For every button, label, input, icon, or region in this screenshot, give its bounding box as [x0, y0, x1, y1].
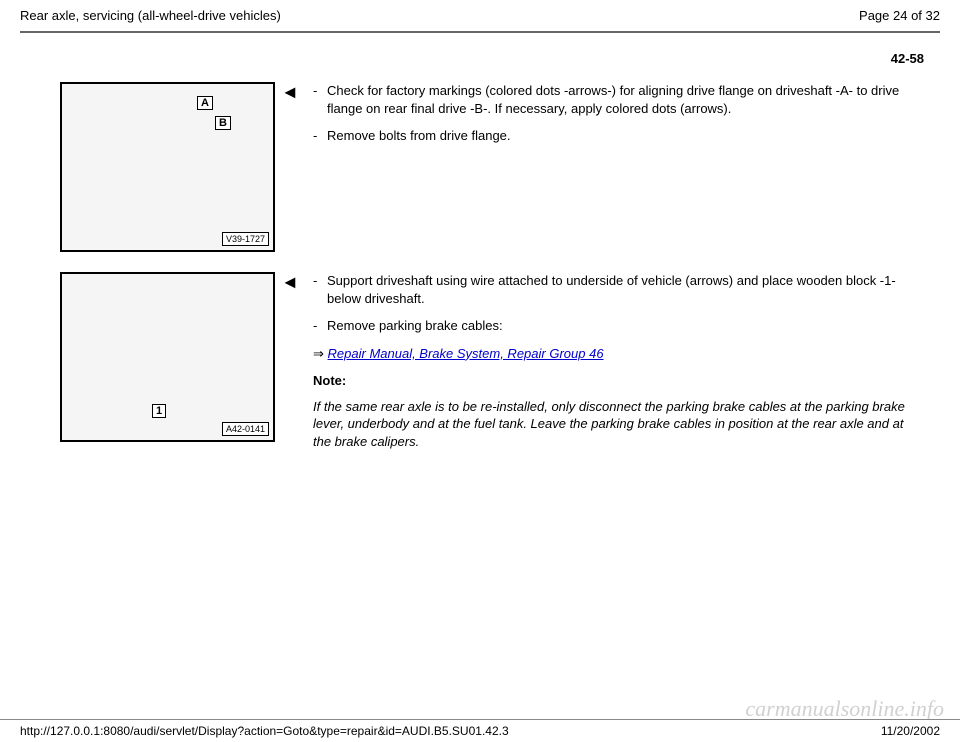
reference-arrow-icon: ⇒: [313, 346, 324, 361]
reference-link[interactable]: Repair Manual, Brake System, Repair Grou…: [328, 346, 604, 361]
note-body: If the same rear axle is to be re-instal…: [313, 398, 924, 451]
figure-2-text: - Support driveshaft using wire attached…: [309, 272, 924, 450]
bullet-dash: -: [313, 272, 327, 307]
bullet-text: Remove parking brake cables:: [327, 317, 924, 335]
figure-row-1: A B V39-1727 ◄ - Check for factory marki…: [60, 82, 924, 252]
figure-1-image: A B V39-1727: [60, 82, 275, 252]
bullet-item: - Check for factory markings (colored do…: [313, 82, 924, 117]
figure-1-code: V39-1727: [222, 232, 269, 246]
bullet-item: - Support driveshaft using wire attached…: [313, 272, 924, 307]
main-content: A B V39-1727 ◄ - Check for factory marki…: [0, 82, 960, 450]
reference-line: ⇒ Repair Manual, Brake System, Repair Gr…: [313, 345, 924, 363]
bullet-item: - Remove parking brake cables:: [313, 317, 924, 335]
figure-1-label-a: A: [197, 96, 213, 110]
bullet-dash: -: [313, 127, 327, 145]
bullet-item: - Remove bolts from drive flange.: [313, 127, 924, 145]
page-header: Rear axle, servicing (all-wheel-drive ve…: [0, 0, 960, 27]
header-page-number: Page 24 of 32: [859, 8, 940, 23]
figure-row-2: 1 A42-0141 ◄ - Support driveshaft using …: [60, 272, 924, 450]
footer-url: http://127.0.0.1:8080/audi/servlet/Displ…: [20, 724, 509, 738]
header-title: Rear axle, servicing (all-wheel-drive ve…: [20, 8, 281, 23]
footer-date: 11/20/2002: [881, 724, 940, 738]
figure-2-image: 1 A42-0141: [60, 272, 275, 442]
bullet-text: Remove bolts from drive flange.: [327, 127, 924, 145]
bullet-text: Support driveshaft using wire attached t…: [327, 272, 924, 307]
figure-2-code: A42-0141: [222, 422, 269, 436]
bullet-dash: -: [313, 317, 327, 335]
page-footer: http://127.0.0.1:8080/audi/servlet/Displ…: [0, 719, 960, 742]
pointer-icon-2: ◄: [275, 272, 309, 293]
figure-2-label-1: 1: [152, 404, 166, 418]
figure-1-text: - Check for factory markings (colored do…: [309, 82, 924, 155]
note-label: Note:: [313, 372, 924, 390]
pointer-icon-1: ◄: [275, 82, 309, 103]
section-number: 42-58: [0, 33, 960, 82]
figure-1-label-b: B: [215, 116, 231, 130]
bullet-text: Check for factory markings (colored dots…: [327, 82, 924, 117]
bullet-dash: -: [313, 82, 327, 117]
